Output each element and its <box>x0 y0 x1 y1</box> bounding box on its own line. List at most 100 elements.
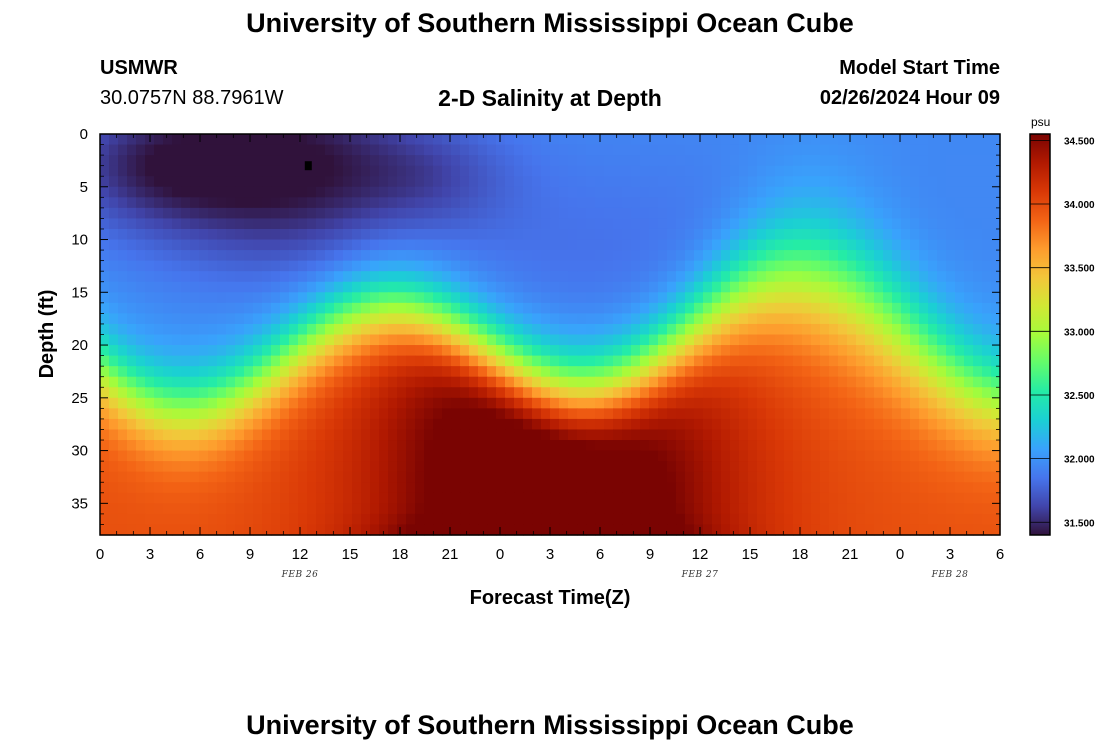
heatmap-cell <box>964 186 974 198</box>
heatmap-cell <box>505 218 515 230</box>
heatmap-cell <box>163 207 173 220</box>
heatmap-cell <box>289 471 299 483</box>
heatmap-cell <box>460 334 470 346</box>
heatmap-cell <box>550 513 560 526</box>
heatmap-cell <box>289 250 299 262</box>
heatmap-cell <box>388 418 398 431</box>
heatmap-cell <box>757 176 767 188</box>
heatmap-cell <box>397 155 407 167</box>
heatmap-cell <box>514 313 524 325</box>
heatmap-cell <box>802 366 812 378</box>
heatmap-cell <box>307 376 317 388</box>
heatmap-cell <box>379 228 389 241</box>
heatmap-cell <box>595 397 605 409</box>
heatmap-cell <box>298 228 308 241</box>
heatmap-cell <box>595 387 605 399</box>
heatmap-cell <box>865 302 875 314</box>
heatmap-cell <box>415 176 425 188</box>
heatmap-cell <box>487 313 497 325</box>
heatmap-cell <box>352 513 362 526</box>
heatmap-cell <box>451 155 461 167</box>
heatmap-cell <box>451 387 461 399</box>
heatmap-cell <box>523 513 533 526</box>
heatmap-cell <box>973 323 983 336</box>
heatmap-cell <box>847 165 857 177</box>
heatmap-cell <box>352 429 362 441</box>
heatmap-cell <box>316 313 326 325</box>
heatmap-cell <box>784 218 794 230</box>
heatmap-cell <box>154 471 164 483</box>
heatmap-cell <box>469 186 479 198</box>
heatmap-cell <box>928 524 938 536</box>
heatmap-cell <box>964 302 974 314</box>
heatmap-cell <box>955 492 965 504</box>
heatmap-cell <box>712 134 722 146</box>
heatmap-cell <box>829 228 839 241</box>
heatmap-cell <box>622 524 632 536</box>
heatmap-cell <box>946 429 956 441</box>
heatmap-cell <box>163 250 173 262</box>
heatmap-cell <box>433 450 443 462</box>
heatmap-cell <box>172 355 182 367</box>
heatmap-cell <box>550 165 560 177</box>
heatmap-cell <box>127 228 137 241</box>
heatmap-cell <box>802 492 812 504</box>
heatmap-cell <box>325 471 335 483</box>
heatmap-cell <box>622 260 632 272</box>
heatmap-cell <box>577 302 587 314</box>
heatmap-cell <box>631 429 641 441</box>
heatmap-cell <box>856 482 866 494</box>
heatmap-cell <box>613 228 623 241</box>
heatmap-cell <box>379 492 389 504</box>
heatmap-cell <box>865 250 875 262</box>
heatmap-cell <box>217 197 227 209</box>
heatmap-cell <box>424 144 434 156</box>
heatmap-cell <box>865 366 875 378</box>
heatmap-cell <box>334 397 344 409</box>
model-start-value: 02/26/2024 Hour 09 <box>819 87 1000 109</box>
heatmap-cell <box>343 250 353 262</box>
heatmap-cell <box>721 355 731 367</box>
colorbar <box>1029 133 1051 536</box>
heatmap-cell <box>181 176 191 188</box>
heatmap-cell <box>937 524 947 536</box>
heatmap-cell <box>343 482 353 494</box>
heatmap-cell <box>640 408 650 420</box>
heatmap-cell <box>325 250 335 262</box>
heatmap-cell <box>685 334 695 346</box>
heatmap-cell <box>163 450 173 462</box>
heatmap-cell <box>739 482 749 494</box>
heatmap-cell <box>703 218 713 230</box>
heatmap-cell <box>946 355 956 367</box>
heatmap-cell <box>145 144 155 156</box>
heatmap-cell <box>127 292 137 304</box>
heatmap-cell <box>928 492 938 504</box>
heatmap-cell <box>586 503 596 515</box>
heatmap-cell <box>820 323 830 336</box>
heatmap-cell <box>856 239 866 251</box>
heatmap-cell <box>127 524 137 536</box>
heatmap-cell <box>127 471 137 483</box>
heatmap-cell <box>766 345 776 357</box>
heatmap-cell <box>100 334 110 346</box>
heatmap-cell <box>379 186 389 198</box>
heatmap-cell <box>847 345 857 357</box>
heatmap-cell <box>469 176 479 188</box>
heatmap-cell <box>793 207 803 220</box>
heatmap-cell <box>307 302 317 314</box>
heatmap-cell <box>955 397 965 409</box>
heatmap-cell <box>442 134 452 146</box>
heatmap-cell <box>442 418 452 431</box>
heatmap-cell <box>910 155 920 167</box>
heatmap-cell <box>658 176 668 188</box>
heatmap-cell <box>523 524 533 536</box>
heatmap-cell <box>469 345 479 357</box>
heatmap-cell <box>991 134 1001 146</box>
heatmap-cell <box>775 376 785 388</box>
heatmap-cell <box>937 144 947 156</box>
heatmap-cell <box>280 429 290 441</box>
heatmap-cell <box>370 281 380 293</box>
heatmap-cell <box>496 281 506 293</box>
heatmap-cell <box>523 176 533 188</box>
heatmap-cell <box>748 165 758 177</box>
